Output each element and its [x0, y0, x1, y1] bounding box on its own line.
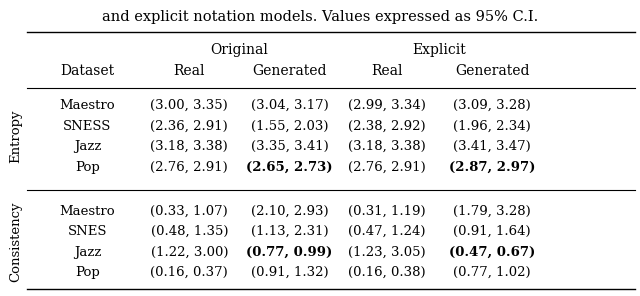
Text: (3.41, 3.47): (3.41, 3.47) [453, 140, 531, 153]
Text: (1.96, 2.34): (1.96, 2.34) [453, 120, 531, 133]
Text: (0.91, 1.32): (0.91, 1.32) [251, 266, 328, 279]
Text: Dataset: Dataset [60, 64, 115, 78]
Text: Entropy: Entropy [9, 110, 22, 163]
Text: (2.38, 2.92): (2.38, 2.92) [348, 120, 426, 133]
Text: Consistency: Consistency [9, 202, 22, 282]
Text: (0.48, 1.35): (0.48, 1.35) [150, 225, 228, 238]
Text: (3.04, 3.17): (3.04, 3.17) [250, 99, 328, 112]
Text: (1.22, 3.00): (1.22, 3.00) [150, 246, 228, 259]
Text: Pop: Pop [75, 266, 100, 279]
Text: Jazz: Jazz [74, 140, 101, 153]
Text: Pop: Pop [75, 160, 100, 173]
Text: (3.18, 3.38): (3.18, 3.38) [150, 140, 228, 153]
Text: SNES: SNES [68, 225, 107, 238]
Text: (1.55, 2.03): (1.55, 2.03) [251, 120, 328, 133]
Text: (3.00, 3.35): (3.00, 3.35) [150, 99, 228, 112]
Text: Real: Real [371, 64, 403, 78]
Text: Generated: Generated [455, 64, 529, 78]
Text: (0.47, 0.67): (0.47, 0.67) [449, 246, 535, 259]
Text: Real: Real [173, 64, 205, 78]
Text: (1.79, 3.28): (1.79, 3.28) [453, 205, 531, 218]
Text: (0.31, 1.19): (0.31, 1.19) [348, 205, 426, 218]
Text: (0.77, 1.02): (0.77, 1.02) [453, 266, 531, 279]
Text: (0.77, 0.99): (0.77, 0.99) [246, 246, 333, 259]
Text: Explicit: Explicit [413, 43, 467, 57]
Text: and explicit notation models. Values expressed as 95% C.I.: and explicit notation models. Values exp… [102, 10, 538, 24]
Text: SNESS: SNESS [63, 120, 111, 133]
Text: (0.16, 0.38): (0.16, 0.38) [348, 266, 426, 279]
Text: Original: Original [211, 43, 268, 57]
Text: (2.87, 2.97): (2.87, 2.97) [449, 160, 535, 173]
Text: (1.23, 3.05): (1.23, 3.05) [348, 246, 426, 259]
Text: Maestro: Maestro [60, 99, 115, 112]
Text: (2.36, 2.91): (2.36, 2.91) [150, 120, 228, 133]
Text: Jazz: Jazz [74, 246, 101, 259]
Text: (2.65, 2.73): (2.65, 2.73) [246, 160, 333, 173]
Text: (0.33, 1.07): (0.33, 1.07) [150, 205, 228, 218]
Text: (1.13, 2.31): (1.13, 2.31) [251, 225, 328, 238]
Text: Maestro: Maestro [60, 205, 115, 218]
Text: (2.99, 3.34): (2.99, 3.34) [348, 99, 426, 112]
Text: (0.47, 1.24): (0.47, 1.24) [348, 225, 426, 238]
Text: (0.16, 0.37): (0.16, 0.37) [150, 266, 228, 279]
Text: (3.09, 3.28): (3.09, 3.28) [453, 99, 531, 112]
Text: (0.91, 1.64): (0.91, 1.64) [453, 225, 531, 238]
Text: (2.10, 2.93): (2.10, 2.93) [251, 205, 328, 218]
Text: Generated: Generated [252, 64, 326, 78]
Text: (2.76, 2.91): (2.76, 2.91) [348, 160, 426, 173]
Text: (2.76, 2.91): (2.76, 2.91) [150, 160, 228, 173]
Text: (3.35, 3.41): (3.35, 3.41) [250, 140, 328, 153]
Text: (3.18, 3.38): (3.18, 3.38) [348, 140, 426, 153]
